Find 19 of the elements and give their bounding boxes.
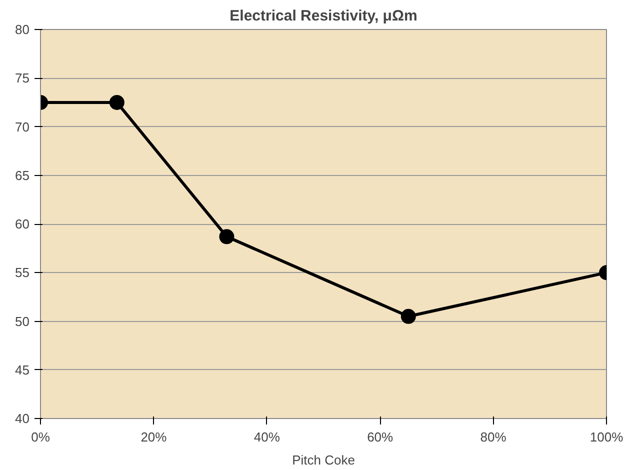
x-tick-label: 0% (31, 430, 50, 444)
x-tick-label: 20% (140, 430, 168, 444)
x-tick-label: 60% (367, 430, 394, 444)
y-tick-label: 65 (15, 168, 30, 183)
point (219, 229, 234, 244)
y-tick-label: 50 (15, 314, 30, 329)
y-tick-label: 40 (15, 411, 30, 426)
y-tick-label: 80 (15, 22, 30, 37)
y-tick-label: 45 (15, 362, 30, 378)
chart-title: Electrical Resistivity, μΩm (230, 8, 418, 24)
y-tick-label: 70 (15, 119, 30, 134)
x-tick-label: 40% (254, 430, 280, 444)
y-tick-label: 55 (15, 265, 30, 280)
x-axis-title: Pitch Coke (292, 452, 355, 468)
point (109, 94, 124, 110)
x-tick-label: 80% (480, 430, 507, 444)
x-tick-label: 100% (590, 430, 624, 444)
y-tick-label: 60 (15, 216, 30, 232)
y-tick-label: 75 (15, 70, 30, 86)
